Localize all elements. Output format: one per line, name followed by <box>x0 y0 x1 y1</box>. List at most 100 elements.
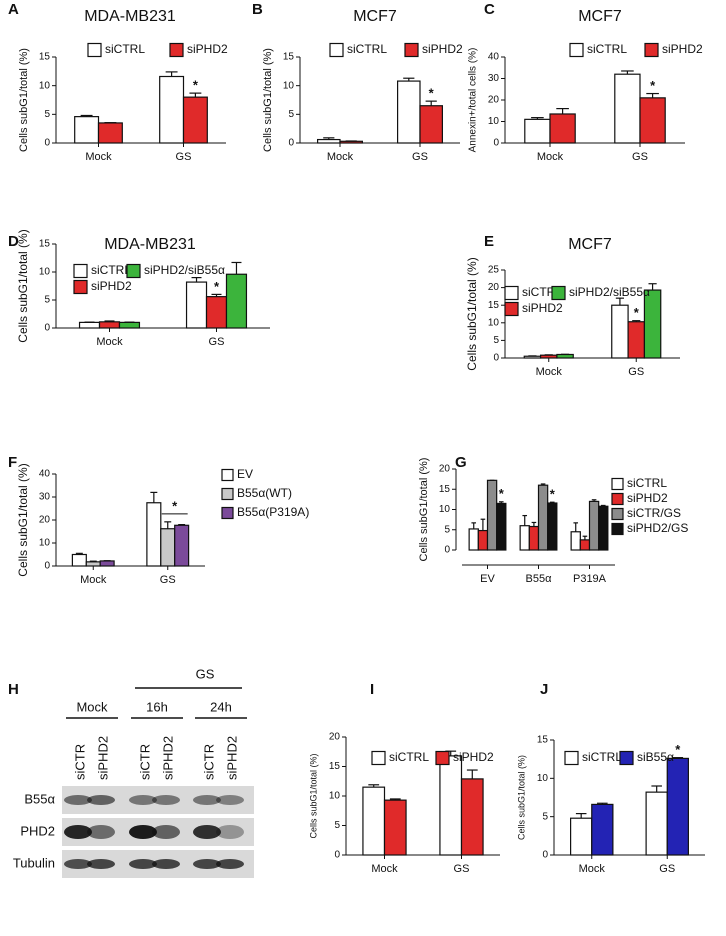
bar <box>614 73 641 144</box>
y-axis-label: Cells subG1/total (%) <box>16 229 30 342</box>
y-axis-label: Cells subG1/total (%) <box>16 463 30 576</box>
bar <box>528 525 540 551</box>
x-tick-label: EV <box>480 573 495 585</box>
bar <box>174 524 190 567</box>
y-axis-label: Cells subG1/total (%) <box>262 48 274 152</box>
bar <box>537 484 549 551</box>
legend-swatch <box>564 750 579 766</box>
legend-label: siCTRL <box>347 42 387 56</box>
bar <box>182 96 208 144</box>
legend-label: siPHD2/siB55α <box>569 285 650 299</box>
legend-swatch <box>611 492 624 506</box>
bar <box>598 505 609 551</box>
bar <box>98 321 121 329</box>
panel-label: B <box>252 1 263 18</box>
chart-title: MCF7 <box>353 8 397 25</box>
bar <box>556 353 574 359</box>
legend-label: siPHD2 <box>522 301 563 315</box>
x-tick-label: Mock <box>536 366 563 378</box>
x-tick-label: Mock <box>579 863 606 875</box>
x-tick-label: B55α <box>526 573 553 585</box>
bar <box>85 561 101 567</box>
y-tick-label: 10 <box>39 538 51 549</box>
blot-band <box>216 795 244 805</box>
legend-label: siCTRL <box>91 263 131 277</box>
condition-label: 24h <box>210 699 232 714</box>
legend-swatch <box>221 506 234 520</box>
y-axis-label: Cells subG1/total (%) <box>465 257 479 370</box>
legend-swatch <box>73 263 88 279</box>
blot-band <box>193 825 221 839</box>
legend-label: siCTR/GS <box>627 506 681 520</box>
bar <box>439 755 463 856</box>
condition-label: Mock <box>76 699 108 714</box>
panel-label: C <box>484 1 495 18</box>
y-tick-label: 10 <box>537 773 549 784</box>
y-tick-label: 25 <box>488 265 500 276</box>
bar <box>419 105 443 144</box>
y-axis-label: Cells subG1/total (%) <box>418 458 430 562</box>
legend-label: siPHD2 <box>91 279 132 293</box>
y-tick-label: 5 <box>44 295 50 306</box>
significance-mark: * <box>650 78 656 93</box>
bar <box>71 553 87 567</box>
y-tick-label: 0 <box>493 353 499 364</box>
legend-swatch <box>73 279 88 295</box>
chart-title: MCF7 <box>578 8 622 25</box>
blot-band <box>129 859 157 869</box>
chart-title: MDA-MB231 <box>84 8 176 25</box>
x-tick-label: GS <box>628 366 644 378</box>
y-tick-label: 0 <box>44 323 50 334</box>
bar <box>645 791 668 856</box>
blot-band <box>152 859 180 869</box>
panel-label: F <box>8 454 17 471</box>
x-tick-label: Mock <box>80 574 107 586</box>
y-tick-label: 0 <box>288 138 294 149</box>
y-axis-label: Cells subG1/total (%) <box>18 48 30 152</box>
bar <box>468 528 479 551</box>
legend-swatch <box>504 301 519 317</box>
x-tick-label: GS <box>454 863 470 875</box>
y-tick-label: 0 <box>44 561 50 572</box>
x-tick-label: GS <box>160 574 176 586</box>
y-tick-label: 0 <box>542 850 548 861</box>
y-tick-label: 10 <box>488 116 500 127</box>
blot-band <box>87 825 115 839</box>
x-tick-label: Mock <box>85 151 112 163</box>
blot-band <box>129 795 157 805</box>
legend-label: B55α(P319A) <box>237 505 309 519</box>
significance-mark: * <box>499 486 505 501</box>
x-tick-label: Mock <box>96 336 123 348</box>
y-tick-label: 0 <box>493 138 499 149</box>
bar <box>383 799 407 856</box>
bar <box>78 321 101 329</box>
lane-label: siCTR <box>72 744 87 780</box>
legend-label: siPHD2 <box>422 42 463 56</box>
legend-swatch <box>435 750 450 766</box>
legend-label: siCTRL <box>587 42 627 56</box>
y-tick-label: 5 <box>288 109 294 120</box>
y-tick-label: 30 <box>488 73 500 84</box>
y-tick-label: 15 <box>488 300 500 311</box>
lane-label: siCTR <box>201 744 216 780</box>
panel-label: D <box>8 233 19 250</box>
y-tick-label: 10 <box>283 80 295 91</box>
bar <box>524 118 551 144</box>
y-tick-label: 0 <box>334 850 340 861</box>
y-tick-label: 30 <box>39 492 51 503</box>
legend-swatch <box>611 522 624 536</box>
bar <box>549 113 576 144</box>
lane-label: siPHD2 <box>160 736 175 780</box>
chart-title: MDA-MB231 <box>104 236 196 253</box>
bar <box>460 778 484 856</box>
legend-label: siCTRL <box>627 476 667 490</box>
legend-swatch <box>371 750 386 766</box>
x-tick-label: Mock <box>327 151 354 163</box>
bar <box>588 500 600 551</box>
panel-label: G <box>455 454 467 471</box>
y-tick-label: 15 <box>39 239 51 250</box>
legend-swatch <box>644 42 659 58</box>
x-tick-label: Mock <box>371 863 398 875</box>
y-tick-label: 10 <box>439 504 451 515</box>
